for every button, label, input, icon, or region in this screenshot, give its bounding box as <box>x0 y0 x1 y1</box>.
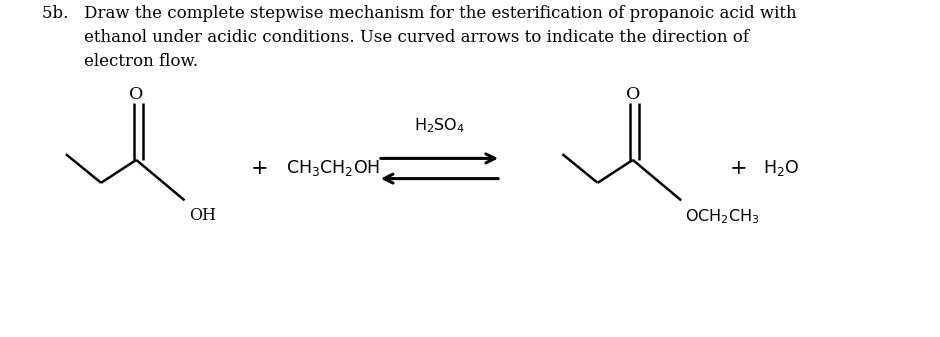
Text: O: O <box>129 86 144 103</box>
Text: $\mathregular{H_2SO_4}$: $\mathregular{H_2SO_4}$ <box>414 116 465 135</box>
Text: $\mathregular{H_2O}$: $\mathregular{H_2O}$ <box>763 158 799 179</box>
Text: O: O <box>626 86 640 103</box>
Text: OH: OH <box>189 207 216 224</box>
Text: 5b.   Draw the complete stepwise mechanism for the esterification of propanoic a: 5b. Draw the complete stepwise mechanism… <box>42 5 797 70</box>
Text: +: + <box>250 159 268 178</box>
Text: $\mathregular{OCH_2CH_3}$: $\mathregular{OCH_2CH_3}$ <box>684 207 760 226</box>
Text: $\mathregular{CH_3CH_2OH}$: $\mathregular{CH_3CH_2OH}$ <box>286 158 380 179</box>
Text: +: + <box>729 159 747 178</box>
